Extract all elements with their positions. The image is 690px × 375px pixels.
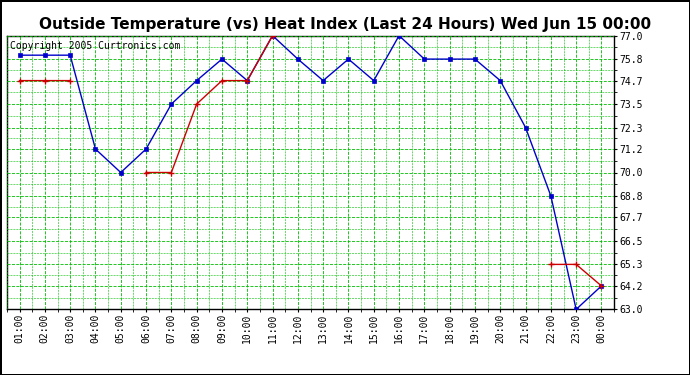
Text: Copyright 2005 Curtronics.com: Copyright 2005 Curtronics.com [10,41,180,51]
Text: Outside Temperature (vs) Heat Index (Last 24 Hours) Wed Jun 15 00:00: Outside Temperature (vs) Heat Index (Las… [39,17,651,32]
